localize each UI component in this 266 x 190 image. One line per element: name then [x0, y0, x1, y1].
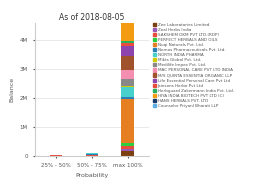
Bar [85, 153, 98, 154]
Bar [121, 99, 134, 143]
Legend: Zee Laboratories Limited, Zeal Herbs India, SAKSHEM DKM PVT LTD.(RDP), PERFECT H: Zee Laboratories Limited, Zeal Herbs Ind… [152, 22, 234, 108]
Bar [121, 87, 134, 97]
Bar [121, 151, 134, 156]
Bar [121, 149, 134, 151]
Bar [121, 56, 134, 70]
Bar [121, 1, 134, 41]
Y-axis label: Balance: Balance [9, 77, 14, 102]
Bar [50, 155, 62, 156]
Bar [121, 143, 134, 146]
Bar [85, 154, 98, 155]
Bar [121, 86, 134, 87]
Title: As of 2018-08-05: As of 2018-08-05 [59, 13, 124, 22]
X-axis label: Probability: Probability [75, 173, 109, 178]
Bar [121, 97, 134, 99]
Bar [121, 41, 134, 43]
Bar [121, 146, 134, 149]
Bar [121, 79, 134, 86]
Bar [121, 43, 134, 46]
Bar [121, 70, 134, 79]
Bar [85, 155, 98, 156]
Bar [121, 46, 134, 56]
Bar [121, 0, 134, 1]
